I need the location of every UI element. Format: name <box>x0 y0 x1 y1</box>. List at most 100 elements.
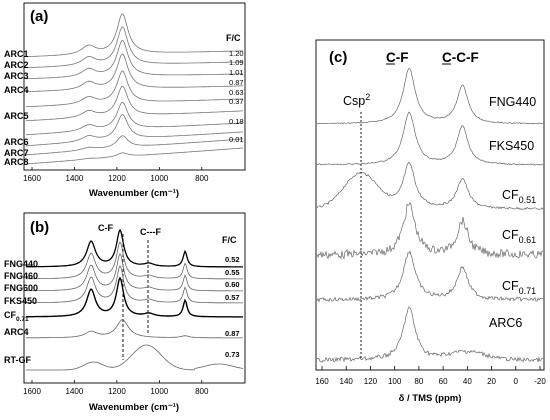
panel-a-fc-value: 0.18 <box>229 117 244 126</box>
panel-b-tick-label: 1000 <box>150 387 168 396</box>
panel-c-tick-label: 20 <box>487 377 496 386</box>
panel-a-curve <box>26 40 243 80</box>
panel-c-curves <box>316 68 544 363</box>
panel-a-fc-value: 0.87 <box>229 78 244 87</box>
panel-c-curve <box>316 306 544 363</box>
panel-b-series-name: FNG460 <box>4 271 38 281</box>
panel-a-fc-value: 0.37 <box>229 97 244 106</box>
panel-c-curve <box>316 161 544 210</box>
panel-c-peak-label-cf: C-F <box>386 50 409 65</box>
panel-c-tick-label: 60 <box>439 377 448 386</box>
panel-a-series-name: ARC8 <box>4 157 29 167</box>
panel-c-series-name: CF0.61 <box>502 228 536 245</box>
panel-b-curve <box>26 265 243 304</box>
panel-a-series-name: ARC1 <box>4 49 29 59</box>
panel-a-series-name: ARC5 <box>4 111 29 121</box>
panel-b-fc-value: 0.73 <box>225 350 240 359</box>
panel-a-series-name: ARC7 <box>4 148 29 158</box>
panel-c: (c) C-F C-C-F Csp2 FNG440 FKS450 CF0.51 CF0… <box>315 39 546 404</box>
panel-a-curve <box>26 53 243 93</box>
panel-a-curve <box>25 135 243 156</box>
panel-a-fc-header: F/C <box>226 33 241 43</box>
panel-a-x-ticks: 1600 1400 1200 1000 800 <box>23 167 209 183</box>
panel-a-tick-label: 1200 <box>108 174 126 183</box>
panel-a-x-axis-title: Wavenumber (cm⁻¹) <box>89 188 179 199</box>
panel-a-fc-value: 1.20 <box>229 49 244 58</box>
panel-b-curve <box>26 241 243 280</box>
panel-c-x-ticks: 160 140 120 100 80 60 40 20 0 -20 <box>315 366 546 386</box>
panel-b-fc-value: 0.55 <box>225 268 240 277</box>
panel-c-tick-label: 120 <box>364 377 378 386</box>
panel-a-curve <box>25 26 243 69</box>
panel-a-curve <box>26 70 243 108</box>
panel-b-curve <box>26 344 244 371</box>
panel-b-names: FNG440 FNG460 FNG600 FKS450 CF0.71 ARC4 RT-GF <box>4 259 38 365</box>
panel-b-annotation-cf: C-F <box>98 223 113 233</box>
panel-a-tick-label: 800 <box>195 174 209 183</box>
panel-b-series-name: FNG440 <box>4 259 38 269</box>
panel-b-series-name: RT-GF <box>4 355 31 365</box>
panel-a-fc-value: 0.63 <box>229 88 244 97</box>
panel-b-fc-value: 0.60 <box>225 280 240 289</box>
panel-a-fc-values: 1.201.091.010.870.630.37 0.18 0.01 <box>229 49 244 144</box>
panel-b-curves <box>26 228 244 371</box>
panel-a-fc-value: 1.09 <box>229 58 244 67</box>
panel-b-curve <box>26 253 243 292</box>
panel-a-series-name: ARC6 <box>4 137 29 147</box>
panel-c-series-name: FKS450 <box>489 139 534 153</box>
panel-a-label: (a) <box>30 8 48 25</box>
panel-a-fc-value: 0.01 <box>229 135 244 144</box>
panel-a-curve <box>26 13 244 57</box>
panel-b-frame <box>23 212 246 384</box>
panel-a-tick-label: 1600 <box>23 174 41 183</box>
panel-b-series-name: FKS450 <box>4 296 37 306</box>
panel-b-fc-value: 0.57 <box>225 293 240 302</box>
panel-b-tick-label: 1200 <box>108 387 126 396</box>
panel-a-curve <box>26 85 243 122</box>
panel-c-csp2-superscript: 2 <box>365 92 370 102</box>
panel-c-curve <box>317 68 544 125</box>
panel-b-tick-label: 1600 <box>23 387 41 396</box>
panel-a-curve <box>25 101 244 136</box>
panel-b-curve <box>26 319 243 339</box>
panel-c-x-axis-title: δ / TMS (ppm) <box>399 393 462 404</box>
panel-a-series-name: ARC2 <box>4 60 29 70</box>
panel-c-tick-label: 80 <box>414 377 423 386</box>
panel-b-fc-value: 0.87 <box>225 329 240 338</box>
panel-b-curve <box>26 276 243 318</box>
panel-a-series-name: ARC4 <box>4 85 29 95</box>
panel-c-label: (c) <box>329 49 347 66</box>
panel-c-tick-label: 160 <box>315 377 329 386</box>
panel-b-annotation-c-f-weak: C---F <box>140 227 161 237</box>
panel-c-curve <box>316 250 543 303</box>
panel-a-curves <box>25 13 244 165</box>
panel-c-frame <box>315 39 545 371</box>
panel-a-curve <box>25 114 244 147</box>
panel-a-curve <box>25 147 244 165</box>
panel-a-frame <box>23 2 246 171</box>
panel-b-series-name: FNG600 <box>4 283 38 293</box>
panel-b: (b) F/C C-F C---F FNG440 FNG460 FNG600 FKS4… <box>4 212 246 413</box>
panel-c-tick-label: 0 <box>514 377 519 386</box>
panel-b-x-ticks: 1600 1400 1200 1000 800 <box>23 380 209 396</box>
panel-b-fc-value: 0.52 <box>225 255 240 264</box>
panel-c-series-name: CF0.51 <box>502 188 536 205</box>
panel-b-fc-values: 0.52 0.55 0.60 0.57 0.87 0.73 <box>225 255 240 359</box>
panel-b-label: (b) <box>30 219 49 236</box>
panel-c-curve <box>316 111 544 166</box>
panel-b-series-name: ARC4 <box>4 327 29 337</box>
panel-b-series-name: CF0.71 <box>4 310 29 323</box>
panel-a-fc-value: 1.01 <box>229 68 244 77</box>
panel-c-series-name: FNG440 <box>489 95 536 109</box>
panel-c-series-name: ARC6 <box>489 316 522 330</box>
panel-b-tick-label: 1400 <box>66 387 84 396</box>
panel-c-csp2-label: Csp2 <box>343 92 370 108</box>
panel-b-tick-label: 800 <box>195 387 209 396</box>
panel-c-tick-label: 100 <box>388 377 402 386</box>
panel-c-names: FNG440 FKS450 CF0.51 CF0.61 CF0.71 ARC6 <box>489 95 536 330</box>
panel-b-fc-header: F/C <box>222 235 237 245</box>
panel-c-tick-label: -20 <box>534 377 546 386</box>
